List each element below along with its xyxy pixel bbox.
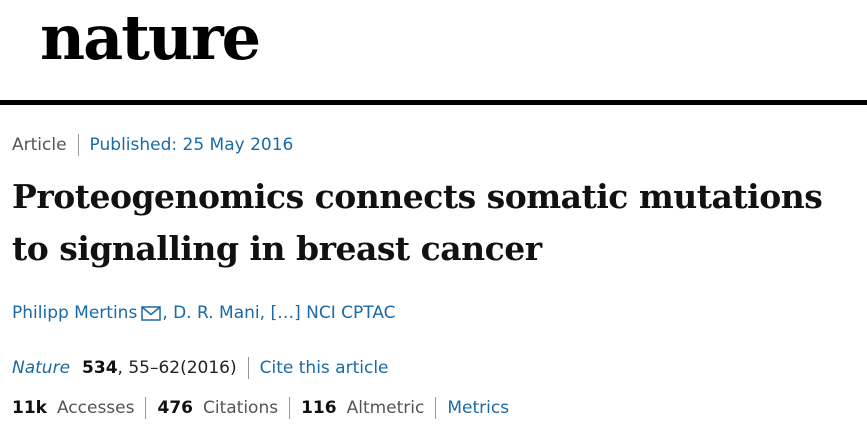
author-philipp-mertins[interactable]: Philipp Mertins — [12, 303, 138, 323]
citation-divider — [247, 357, 249, 379]
author-d-r-mani[interactable]: D. R. Mani — [173, 303, 260, 323]
altmetric-label: Altmetric — [346, 398, 425, 418]
author-separator: , — [162, 303, 174, 323]
article-type: Article — [12, 135, 67, 155]
citations-count: 476 — [157, 398, 193, 418]
metrics-divider — [289, 397, 291, 419]
header-rule — [0, 100, 867, 105]
author-separator: , — [259, 303, 271, 323]
show-all-authors-button[interactable]: […] — [270, 303, 301, 323]
mail-icon[interactable] — [141, 305, 162, 321]
journal-name: Nature — [12, 358, 71, 378]
metrics-link[interactable]: Metrics — [447, 398, 510, 418]
cite-this-article-link[interactable]: Cite this article — [259, 358, 389, 378]
site-header: nature — [0, 0, 867, 100]
metrics-divider — [435, 397, 437, 419]
nature-logo[interactable]: nature — [40, 1, 261, 74]
accesses-count: 11k — [12, 398, 47, 418]
journal-pages: , 55–62(2016) — [117, 358, 237, 378]
author-nci-cptac[interactable]: NCI CPTAC — [306, 303, 396, 323]
author-list: Philipp Mertins , D. R. Mani , […] NCI C… — [12, 301, 396, 325]
meta-divider — [77, 134, 79, 156]
article-meta: Article Published: 25 May 2016 — [12, 133, 293, 157]
article-title: Proteogenomics connects somatic mutation… — [12, 177, 823, 268]
metrics-divider — [145, 397, 147, 419]
citations-label: Citations — [202, 398, 279, 418]
accesses-label: Accesses — [56, 398, 135, 418]
journal-volume: 534 — [82, 358, 118, 378]
article-metrics: 11k Accesses 476 Citations 116 Altmetric… — [12, 396, 509, 420]
citation-info: Nature 534 , 55–62(2016) Cite this artic… — [12, 356, 389, 380]
altmetric-score: 116 — [301, 398, 337, 418]
published-date: Published: 25 May 2016 — [89, 135, 294, 155]
